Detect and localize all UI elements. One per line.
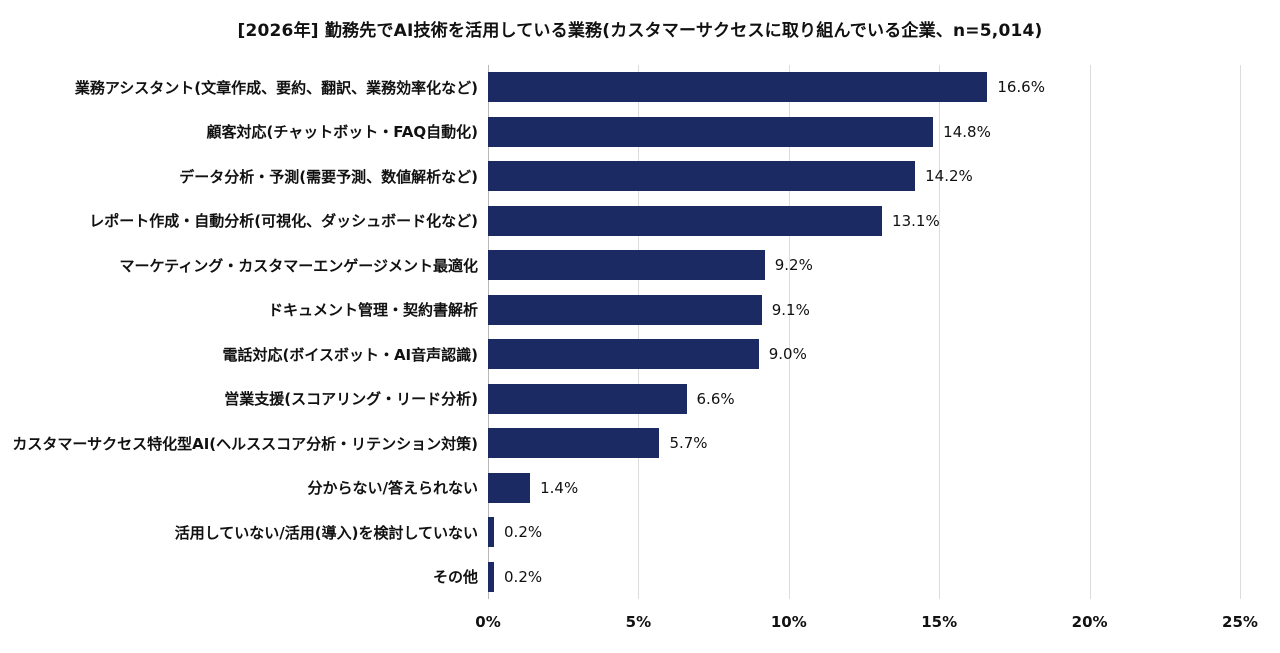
bar-track: 9.1% [488, 294, 1240, 325]
chart-row: 分からない/答えられない 1.4% [0, 466, 1240, 511]
category-label: 電話対応(ボイスボット・AI音声認識) [222, 345, 478, 364]
x-tick-label: 10% [770, 613, 807, 631]
y-axis-line [488, 65, 489, 599]
bar [488, 116, 934, 147]
chart-row: 活用していない/活用(導入)を検討していない 0.2% [0, 510, 1240, 555]
chart-row: レポート作成・自動分析(可視化、ダッシュボード化など) 13.1% [0, 199, 1240, 244]
value-label: 0.2% [504, 567, 543, 586]
category-label: 分からない/答えられない [307, 479, 478, 498]
bar-track: 14.8% [488, 116, 1240, 147]
value-label: 9.0% [768, 345, 807, 364]
gridline [788, 65, 790, 599]
gridline [1240, 65, 1241, 599]
bar [488, 250, 765, 281]
value-label: 6.6% [696, 389, 735, 408]
bar [488, 561, 495, 592]
category-label: 業務アシスタント(文章作成、要約、翻訳、業務効率化など) [74, 78, 478, 97]
bar-track: 9.0% [488, 339, 1240, 370]
chart-row: 営業支援(スコアリング・リード分析) 6.6% [0, 377, 1240, 422]
bar-track: 1.4% [488, 472, 1240, 503]
chart-row: その他 0.2% [0, 555, 1240, 600]
bar [488, 294, 762, 325]
bar [488, 428, 660, 459]
x-tick-label: 15% [921, 613, 958, 631]
bar [488, 472, 531, 503]
chart-rows: 業務アシスタント(文章作成、要約、翻訳、業務効率化など) 16.6% 顧客対応(… [0, 65, 1240, 599]
bar-track: 16.6% [488, 72, 1240, 103]
chart-row: 電話対応(ボイスボット・AI音声認識) 9.0% [0, 332, 1240, 377]
value-label: 5.7% [669, 434, 708, 453]
category-label: カスタマーサクセス特化型AI(ヘルススコア分析・リテンション対策) [12, 434, 478, 453]
bar-track: 0.2% [488, 517, 1240, 548]
value-label: 14.8% [943, 122, 991, 141]
bar [488, 383, 687, 414]
category-label: 顧客対応(チャットボット・FAQ自動化) [206, 123, 478, 142]
bar [488, 72, 988, 103]
bar-track: 9.2% [488, 250, 1240, 281]
category-label: 営業支援(スコアリング・リード分析) [224, 390, 478, 409]
value-label: 9.2% [774, 256, 813, 275]
bar-track: 0.2% [488, 561, 1240, 592]
value-label: 14.2% [925, 167, 973, 186]
category-label: 活用していない/活用(導入)を検討していない [174, 523, 478, 542]
gridlines [488, 65, 1241, 599]
value-label: 1.4% [540, 478, 579, 497]
value-label: 16.6% [997, 78, 1045, 97]
category-label: マーケティング・カスタマーエンゲージメント最適化 [119, 256, 478, 275]
x-axis: 0% 5% 10% 15% 20% 25% [475, 599, 1258, 639]
chart-row: カスタマーサクセス特化型AI(ヘルススコア分析・リテンション対策) 5.7% [0, 421, 1240, 466]
plot-area: 業務アシスタント(文章作成、要約、翻訳、業務効率化など) 16.6% 顧客対応(… [0, 65, 1258, 639]
category-label: その他 [432, 568, 478, 587]
chart-row: マーケティング・カスタマーエンゲージメント最適化 9.2% [0, 243, 1240, 288]
bar-track: 5.7% [488, 428, 1240, 459]
category-label: データ分析・予測(需要予測、数値解析など) [179, 167, 478, 186]
bar [488, 161, 916, 192]
gridline [939, 65, 941, 599]
gridline [638, 65, 640, 599]
chart-title: [2026年] 勤務先でAI技術を活用している業務(カスタマーサクセスに取り組ん… [237, 21, 1043, 41]
x-tick-label: 5% [625, 613, 652, 631]
bar [488, 339, 759, 370]
chart-row: ドキュメント管理・契約書解析 9.1% [0, 288, 1240, 333]
value-label: 0.2% [504, 523, 543, 542]
value-label: 13.1% [892, 211, 940, 230]
x-tick-label: 20% [1071, 613, 1108, 631]
value-label: 9.1% [771, 300, 810, 319]
bar-track: 13.1% [488, 205, 1240, 236]
category-label: レポート作成・自動分析(可視化、ダッシュボード化など) [89, 212, 478, 231]
x-tick-label: 0% [475, 613, 501, 631]
bar-track: 6.6% [488, 383, 1240, 414]
bar-track: 14.2% [488, 161, 1240, 192]
category-label: ドキュメント管理・契約書解析 [267, 301, 478, 320]
bar [488, 205, 883, 236]
chart-row: データ分析・予測(需要予測、数値解析など) 14.2% [0, 154, 1240, 199]
gridline [1089, 65, 1091, 599]
bar [488, 517, 495, 548]
chart-row: 業務アシスタント(文章作成、要約、翻訳、業務効率化など) 16.6% [0, 65, 1240, 110]
chart-row: 顧客対応(チャットボット・FAQ自動化) 14.8% [0, 110, 1240, 155]
x-tick-label: 25% [1222, 613, 1258, 631]
